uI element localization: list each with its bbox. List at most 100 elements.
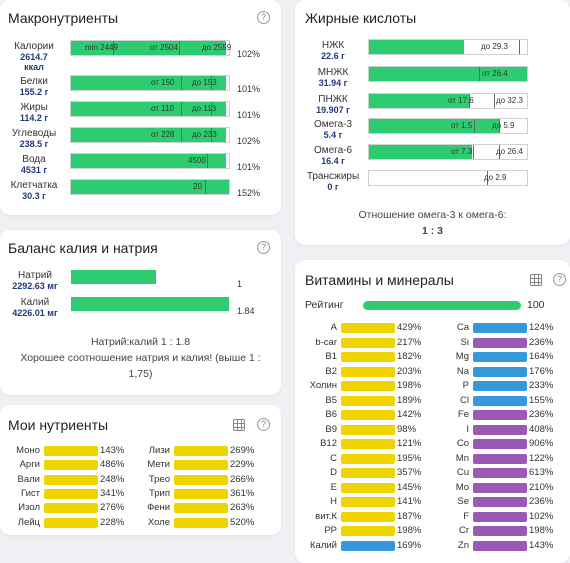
nutrient-pct: 236% (529, 409, 554, 420)
to-label: до 29.3 (481, 42, 508, 51)
nutrient-bar (341, 468, 395, 478)
nutrient-pct: 176% (529, 365, 554, 377)
nutrient-bar (44, 474, 98, 485)
macro-value: 238.5 г (19, 139, 49, 149)
help-icon[interactable]: ? (257, 241, 270, 254)
nutrient-row: Холе 520% (136, 517, 264, 529)
fatty-name: МНЖК (317, 67, 349, 78)
nutrient-bar (174, 488, 228, 499)
nutrient-row: B5 189% (299, 395, 431, 407)
fatty-bar-fill (369, 67, 527, 81)
nutrient-bar (44, 517, 98, 528)
table-icon[interactable] (530, 274, 542, 286)
nutrient-name: Si (460, 336, 469, 348)
balance-bar-fill (71, 297, 229, 311)
fatty-bar: от 7.3 до 26.4 (368, 144, 528, 160)
nutrient-bar (44, 446, 98, 456)
nutrient-name: PP (324, 525, 337, 536)
help-icon[interactable]: ? (257, 11, 270, 24)
nutrient-row: PP 198% (299, 525, 431, 537)
nutrient-bar (341, 540, 395, 551)
nutrient-row: Na 176% (433, 366, 563, 378)
balance-name: Калий (20, 297, 50, 308)
macro-bar: 20 (70, 179, 230, 195)
nutrient-name: Mn (455, 452, 469, 464)
nutrient-name: B2 (325, 365, 337, 377)
fatty-row-trans: Трансжиры 0 г до 2.9 (295, 170, 570, 196)
nutrient-row: вит.К 187% (299, 511, 431, 523)
omega-ratio-text: Отношение омега-3 к омега-6: (358, 209, 507, 221)
help-icon[interactable]: ? (553, 273, 566, 286)
nutrient-bar (341, 381, 395, 391)
macro-bar: от 228 до 233 (70, 127, 230, 143)
nutrient-bar (473, 526, 527, 536)
nutrient-pct: 408% (529, 423, 554, 435)
macro-name: Углеводы (11, 128, 57, 139)
fatty-bar-fill (369, 40, 464, 54)
nutrient-name: Fe (457, 409, 469, 420)
nutrient-pct: 198% (397, 525, 422, 536)
nutrient-pct: 486% (100, 459, 125, 471)
nutrient-name: P (462, 380, 469, 391)
nutrient-row: Трео 266% (136, 474, 264, 486)
nutrient-name: B5 (325, 394, 337, 406)
macro-bar-fill (71, 154, 226, 168)
nutrient-name: Арги (19, 459, 40, 471)
nutrient-row: Гист 341% (4, 488, 134, 500)
nutrient-pct: 189% (397, 394, 422, 406)
nutrient-row: Cr 198% (433, 525, 563, 537)
nutrient-pct: 102% (529, 510, 554, 522)
help-icon[interactable]: ? (257, 418, 270, 431)
nutrient-name: I (466, 423, 469, 435)
nutrient-pct: 198% (529, 525, 554, 536)
nutrient-bar (174, 474, 228, 485)
to-label: до 233 (192, 130, 217, 139)
nutrient-row: Вали 248% (4, 474, 134, 486)
nutrient-row: Se 236% (433, 496, 563, 508)
nutrient-row: Лейц 228% (4, 517, 134, 529)
fatty-row-mufa: МНЖК 31.94 г от 26.4 (295, 66, 570, 92)
nutrient-name: E (330, 481, 337, 493)
fatty-name: НЖК (321, 40, 345, 51)
fatty-row-omega6: Омега-6 16.4 г от 7.3 до 26.4 (295, 144, 570, 170)
nutrient-pct: 203% (397, 365, 422, 377)
nutrient-name: Mo (455, 481, 469, 493)
balance-mark: 1.84 (237, 306, 255, 316)
fatty-value: 31.94 г (318, 78, 348, 88)
macro-value: 2614.7 (20, 52, 48, 62)
nutrient-row: Co 906% (433, 438, 563, 450)
balance-card: Баланс калия и натрия ? Натрий 2292.63 м… (0, 230, 281, 395)
balance-mark: 1 (237, 279, 243, 289)
nutrient-bar (174, 460, 228, 471)
nutrient-pct: 906% (529, 438, 554, 449)
nutrient-bar (174, 517, 228, 528)
balance-bar-fill (71, 270, 157, 284)
nutrient-bar (174, 446, 228, 456)
nutrient-bar (473, 540, 527, 551)
nutrient-row: Моно 143% (4, 445, 134, 457)
nutrient-pct: 520% (230, 516, 255, 528)
table-icon[interactable] (233, 419, 245, 431)
macro-name: Калории (14, 41, 54, 52)
nutrient-row: F 102% (433, 511, 563, 523)
macro-bar-fill (71, 102, 226, 116)
nutrient-pct: 145% (397, 481, 422, 493)
nutrient-pct: 229% (230, 459, 255, 471)
nutrient-pct: 357% (397, 467, 422, 478)
nutrient-pct: 143% (100, 445, 125, 456)
nutrient-row: Мети 229% (136, 459, 264, 471)
nutrient-name: Изол (18, 502, 40, 514)
balance-value: 2292.63 мг (12, 281, 58, 291)
macro-name: Белки (20, 76, 48, 87)
balance-row-sodium: Натрий 2292.63 мг 1 (0, 269, 281, 295)
nutrient-pct: 182% (397, 351, 422, 362)
nutrient-row: B12 121% (299, 438, 431, 450)
nutrient-row: A 429% (299, 322, 431, 334)
nutrient-pct: 142% (397, 409, 422, 420)
nutrient-name: Трео (148, 473, 170, 485)
fatty-row-sfa: НЖК 22.6 г до 29.3 (295, 39, 570, 65)
nutrient-bar (473, 366, 527, 377)
nutrient-bar (44, 503, 98, 514)
fatty-value: 22.6 г (321, 51, 345, 61)
fatty-bar: до 29.3 (368, 39, 528, 55)
